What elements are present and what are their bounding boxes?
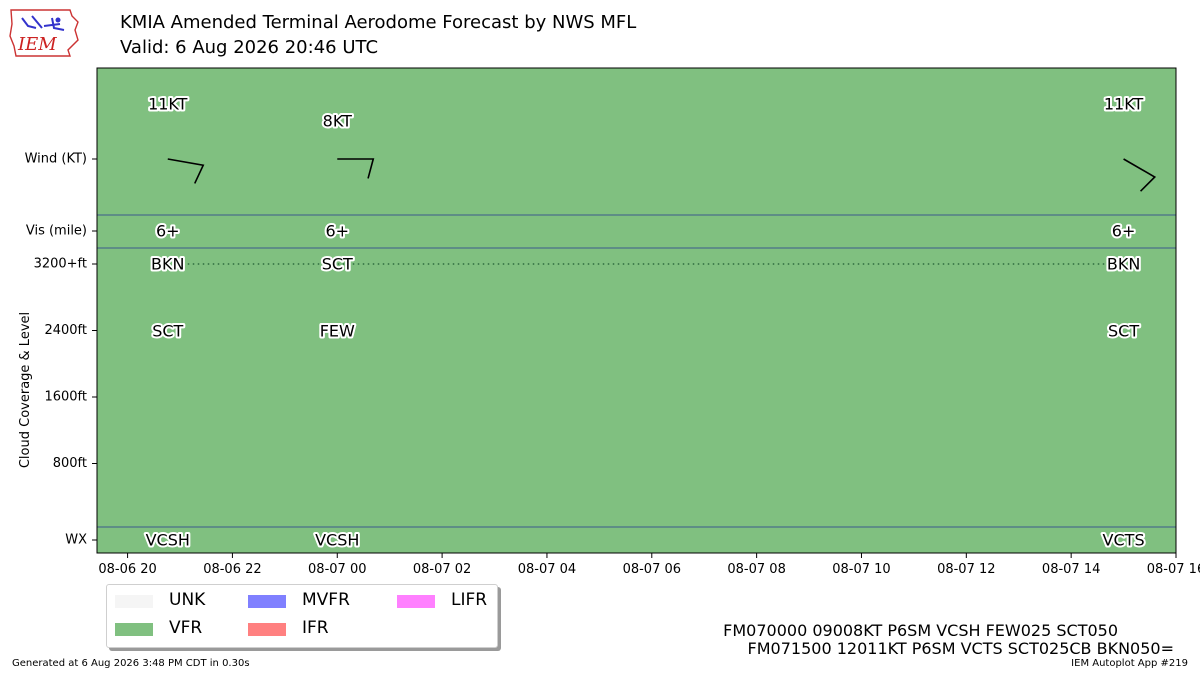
legend-label-lifr: LIFR xyxy=(451,590,488,610)
wind-speed-label-2: 11KT xyxy=(1104,95,1144,114)
cloud-label-2-0: SCT xyxy=(1108,322,1139,341)
generated-timestamp: Generated at 6 Aug 2026 3:48 PM CDT in 0… xyxy=(12,658,250,669)
x-tick-label-3: 08-07 02 xyxy=(413,562,471,577)
legend: UNK VFR MVFR IFR LIFR xyxy=(106,584,498,648)
wind-barb-1 xyxy=(337,158,375,179)
plot-frame xyxy=(96,67,1177,554)
weather-label-0: VCSH xyxy=(146,531,190,550)
cloud-label-0-1: BKN xyxy=(151,255,184,274)
x-tick-label-8: 08-07 12 xyxy=(937,562,995,577)
x-tick-label-2: 08-07 00 xyxy=(308,562,366,577)
wind-barb-2 xyxy=(1123,158,1157,192)
legend-swatch-lifr xyxy=(397,595,435,608)
cloud-label-0-0: SCT xyxy=(152,322,183,341)
legend-label-unk: UNK xyxy=(169,590,206,610)
x-tick-label-10: 08-07 16 xyxy=(1147,562,1200,577)
iem-logo: IEM xyxy=(9,9,79,57)
legend-swatch-mvfr xyxy=(248,595,286,608)
weather-label-2: VCTS xyxy=(1103,531,1145,550)
weather-label-1: VCSH xyxy=(315,531,359,550)
x-tick-label-1: 08-06 22 xyxy=(203,562,261,577)
chart-subtitle: Valid: 6 Aug 2026 20:46 UTC xyxy=(120,37,379,58)
cloud-label-1-1: SCT xyxy=(322,255,353,274)
plot-background xyxy=(97,68,1176,553)
wind-speed-label-0: 11KT xyxy=(148,95,188,114)
legend-label-ifr: IFR xyxy=(302,618,329,638)
visibility-label-0: 6+ xyxy=(156,222,180,241)
taf-text-line-2: FM071500 12011KT P6SM VCTS SCT025CB BKN0… xyxy=(747,639,1174,658)
y-cloud-1600-label: 1600ft xyxy=(44,390,87,405)
chart-title: KMIA Amended Terminal Aerodome Forecast … xyxy=(120,12,637,33)
taf-text-line-1: FM070000 09008KT P6SM VCSH FEW025 SCT050 xyxy=(723,621,1118,640)
x-tick-label-0: 08-06 20 xyxy=(98,562,156,577)
y-cloud-800-label: 800ft xyxy=(53,456,87,471)
visibility-label-1: 6+ xyxy=(325,222,349,241)
y-wx-label: WX xyxy=(65,533,87,548)
y-vis-label: Vis (mile) xyxy=(26,224,87,239)
legend-label-vfr: VFR xyxy=(169,618,203,638)
cloud-label-1-0: FEW xyxy=(320,322,355,341)
x-tick-label-7: 08-07 10 xyxy=(832,562,890,577)
legend-swatch-vfr xyxy=(115,623,153,636)
app-id: IEM Autoplot App #219 xyxy=(1071,658,1188,669)
x-tick-label-9: 08-07 14 xyxy=(1042,562,1100,577)
x-tick-label-4: 08-07 04 xyxy=(518,562,576,577)
y-axis-cloud-title: Cloud Coverage & Level xyxy=(18,312,33,468)
legend-label-mvfr: MVFR xyxy=(302,590,350,610)
logo-text: IEM xyxy=(17,34,57,55)
y-cloud-3200-label: 3200+ft xyxy=(34,257,87,272)
x-tick-label-5: 08-07 06 xyxy=(623,562,681,577)
cloud-label-2-1: BKN xyxy=(1107,255,1140,274)
wind-barb-0 xyxy=(167,158,205,184)
y-wind-label: Wind (KT) xyxy=(25,152,87,167)
wind-speed-label-1: 8KT xyxy=(323,112,352,131)
legend-swatch-ifr xyxy=(248,623,286,636)
visibility-label-2: 6+ xyxy=(1112,222,1136,241)
x-tick-label-6: 08-07 08 xyxy=(727,562,785,577)
legend-swatch-unk xyxy=(115,595,153,608)
y-cloud-2400-label: 2400ft xyxy=(44,323,87,338)
